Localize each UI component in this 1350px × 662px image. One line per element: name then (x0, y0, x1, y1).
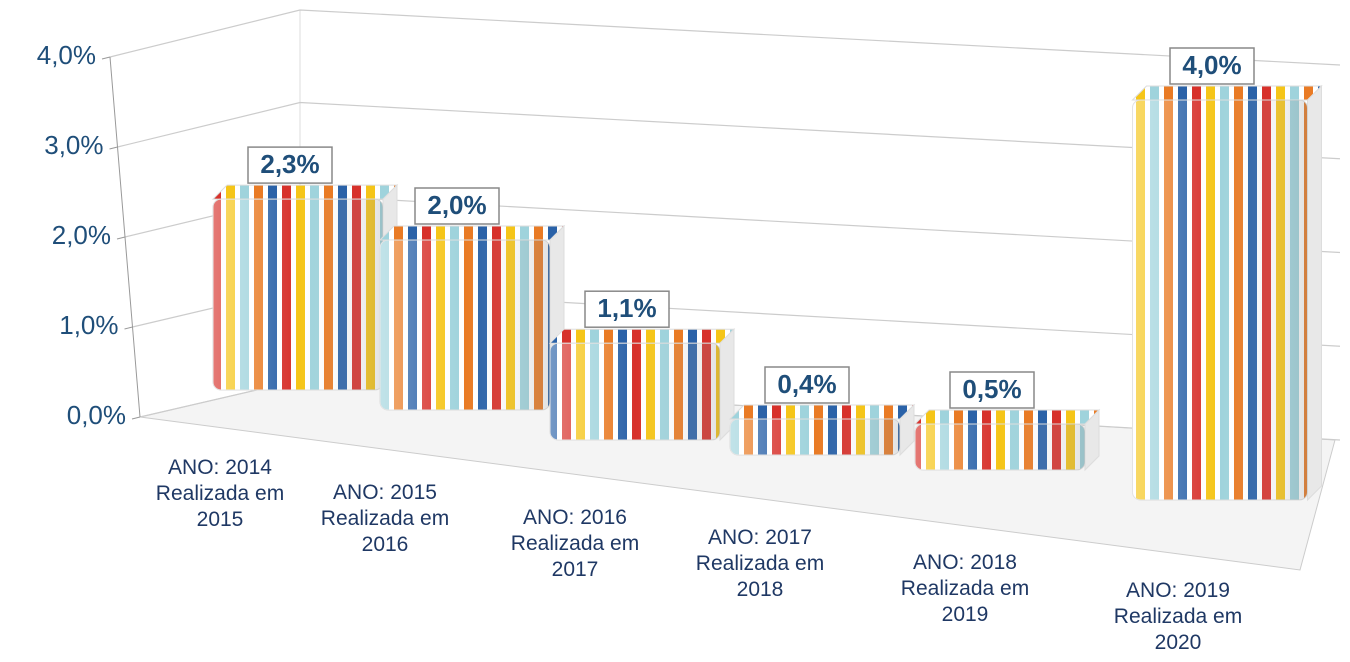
bar-top (728, 404, 916, 420)
tick-mark (109, 146, 118, 150)
value-label: 1,1% (597, 293, 656, 323)
bar-shade (550, 343, 720, 440)
tick-mark (124, 326, 133, 330)
y-tick-label: 2,0% (52, 220, 111, 250)
value-label-box (1169, 47, 1255, 85)
tick-mark (101, 56, 111, 60)
bar-top (378, 225, 566, 241)
value-label: 0,4% (777, 369, 836, 399)
x-tick-label: ANO: 2018 Realizada em 2019 (900, 551, 1030, 626)
bar-top (1131, 85, 1323, 101)
value-label: 2,3% (260, 149, 319, 179)
tick-mark (131, 416, 141, 420)
x-tick-label: ANO: 2016 Realizada em 2017 (510, 506, 640, 581)
grid-line (117, 101, 1341, 160)
x-tick-label: ANO: 2017 Realizada em 2018 (695, 526, 825, 601)
bar-shade (915, 424, 1085, 470)
value-label: 0,5% (962, 374, 1021, 404)
y-tick-label: 1,0% (59, 310, 118, 340)
value-label-box (247, 146, 333, 184)
y-tick-label: 0,0% (67, 400, 126, 430)
x-tick-label: ANO: 2014 Realizada em 2015 (155, 456, 285, 531)
x-tick-label: ANO: 2015 Realizada em 2016 (320, 481, 450, 556)
bar-shade (213, 199, 383, 390)
bar-shade (380, 240, 550, 410)
bar-top (211, 184, 399, 200)
y-tick-label: 3,0% (44, 130, 103, 160)
bar-top (913, 409, 1101, 425)
value-label-box (414, 187, 500, 225)
bar-side (1307, 84, 1322, 502)
bar-shade (1132, 100, 1308, 500)
value-label-box (949, 371, 1035, 409)
value-label: 2,0% (427, 190, 486, 220)
tick-mark (116, 236, 126, 240)
value-label-box (764, 366, 850, 404)
x-tick-label: ANO: 2019 Realizada em 2020 (1113, 579, 1243, 654)
grid-line (109, 9, 1341, 66)
y-axis (109, 56, 141, 418)
y-tick-label: 4,0% (37, 40, 96, 70)
bar-top (548, 328, 736, 344)
bar-shade (730, 419, 900, 455)
value-label-box (584, 290, 670, 328)
value-label: 4,0% (1182, 50, 1241, 80)
